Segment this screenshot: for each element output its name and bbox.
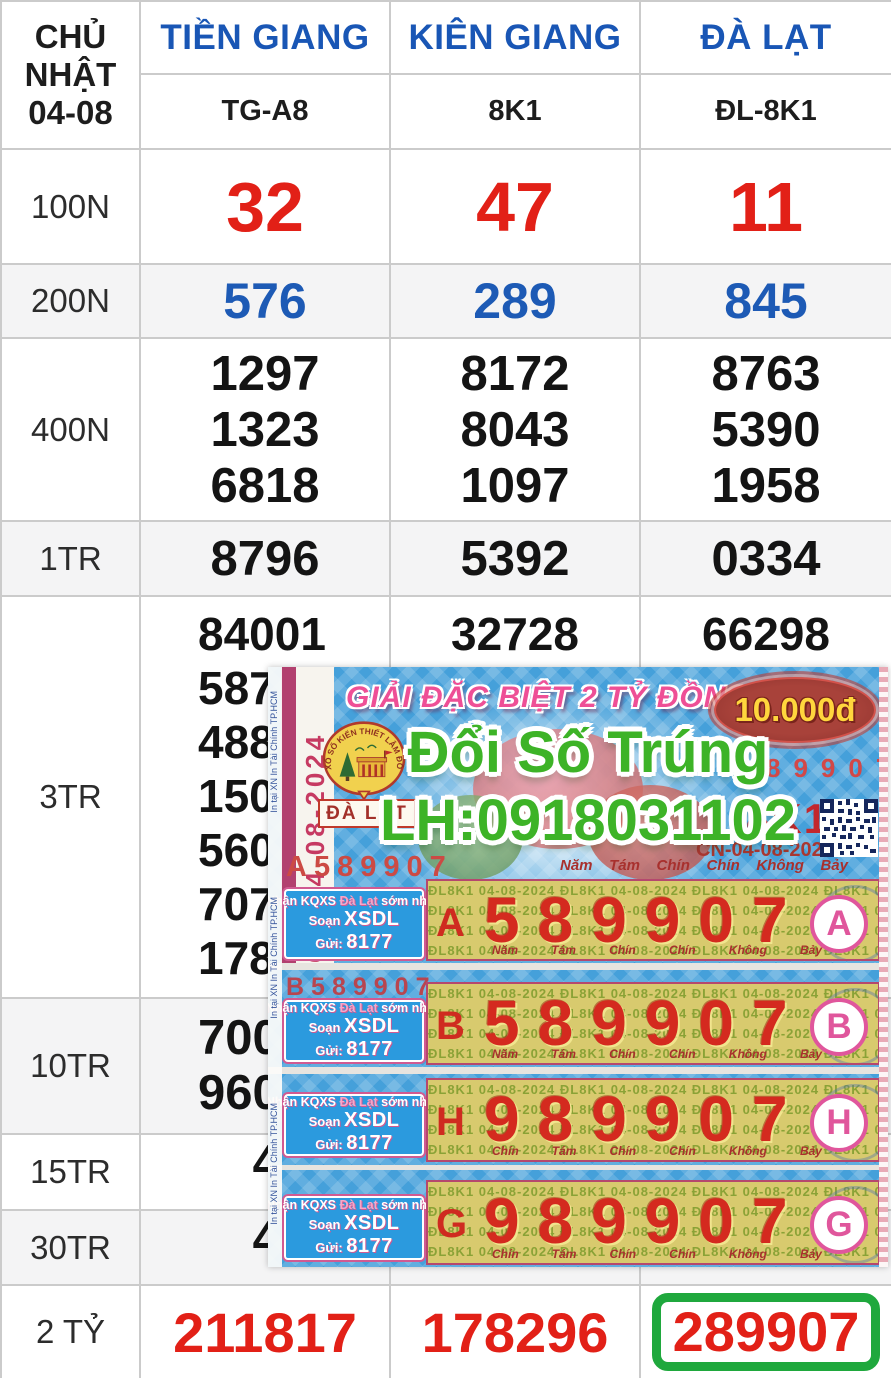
cell-label-10tr: 10TR: [2, 999, 141, 1135]
cell-1tr-kg: 5392: [391, 522, 641, 597]
cell-400n-tg: 1297 1323 6818: [141, 339, 391, 522]
cell-label-400n: 400N: [2, 339, 141, 522]
ticket-strip-g: Nhận KQXS Đà Lạt sớm nhất: Soạn XSDL Gửi…: [268, 1170, 888, 1267]
cell-date: CHỦ NHẬT 04-08: [2, 2, 141, 150]
cell-1tr-tg: 8796: [141, 522, 391, 597]
winning-number-highlight: 289907: [651, 1292, 881, 1372]
cell-2ty-tg: 211817: [141, 1286, 391, 1378]
logo-city-name: ĐÀ LẠT: [318, 799, 416, 828]
strip-letter-seal: B: [810, 998, 868, 1056]
cell-label-3tr: 3TR: [2, 597, 141, 999]
leaf-art: [418, 795, 523, 880]
ticket-right-decorative-edge: [879, 667, 888, 1267]
cell-2ty-dl: 289907: [641, 1286, 891, 1378]
cell-label-2ty: 2 TỶ: [2, 1286, 141, 1378]
ticket-serial-a: A589907: [286, 851, 453, 883]
cell-code-tg: TG-A8: [141, 75, 391, 150]
cell-400n-kg: 8172 8043 1097: [391, 339, 641, 522]
ticket-price-badge: 10.000đ: [714, 677, 876, 743]
cell-label-30tr: 30TR: [2, 1211, 141, 1286]
cell-200n-tg: 576: [141, 265, 391, 339]
digit-word-labels: Năm Tám Chín Chín Không Bảy: [560, 857, 848, 874]
ticket-title: GIẢI ĐẶC BIỆT 2 TỶ ĐỒNG: [346, 681, 751, 714]
cell-label-200n: 200N: [2, 265, 141, 339]
ticket-edge-print: In tại XN In Tài Chính TP.HCM In tại XN …: [268, 667, 282, 1267]
ticket-top-serial: 89907: [766, 753, 888, 783]
lottery-ticket-ad-overlay: In tại XN In Tài Chính TP.HCM In tại XN …: [268, 667, 888, 1267]
lottery-company-logo: XỔ SỐ KIẾN THIẾT LÂM ĐỒNG: [317, 714, 408, 801]
flag-icon: [385, 750, 393, 755]
cell-label-15tr: 15TR: [2, 1135, 141, 1211]
ticket-draw-date: CN-04-08-2024: [696, 839, 834, 861]
number-band-a: ĐL8K1 04-08-2024 ĐL8K1 04-08-2024 ĐL8K1 …: [426, 879, 880, 961]
draw-code: 8K1: [488, 95, 542, 127]
number-band-g: ĐL8K1 04-08-2024 ĐL8K1 04-08-2024 ĐL8K1 …: [426, 1180, 880, 1265]
province-name: KIÊN GIANG: [408, 17, 622, 57]
province-name: TIỀN GIANG: [160, 17, 370, 57]
sms-promo-box: Nhận KQXS Đà Lạt sớm nhất: Soạn XSDL Gửi…: [268, 1196, 442, 1260]
draw-code: ĐL-8K1: [715, 95, 817, 127]
ticket-strip-a: CN-04-08-2024 GIẢI ĐẶC BIỆT 2 TỶ ĐỒNG 10…: [268, 667, 888, 963]
cell-province-da-lat: ĐÀ LẠT: [641, 2, 891, 75]
cell-100n-tg: 32: [141, 150, 391, 265]
cell-200n-dl: 845: [641, 265, 891, 339]
draw-code: TG-A8: [221, 95, 309, 127]
cell-2ty-kg: 178296: [391, 1286, 641, 1378]
strip-letter-seal: H: [810, 1094, 868, 1152]
cell-province-tien-giang: TIỀN GIANG: [141, 2, 391, 75]
cell-200n-kg: 289: [391, 265, 641, 339]
draw-date-label: CHỦ NHẬT 04-08: [24, 18, 117, 131]
sms-promo-box: Nhận KQXS Đà Lạt sớm nhất: Soạn XSDL Gửi…: [268, 1094, 443, 1156]
ad-contact-title: Đổi Số Trúng: [407, 720, 769, 785]
ticket-strip-b: B589907 Nhận KQXS Đà Lạt sớm nhất: Soạn …: [268, 970, 888, 1067]
cell-1tr-dl: 0334: [641, 522, 891, 597]
ad-contact-phone: LH:0918031102: [380, 788, 796, 853]
number-band-b: ĐL8K1 04-08-2024 ĐL8K1 04-08-2024 ĐL8K1 …: [426, 982, 880, 1065]
cell-100n-dl: 11: [641, 150, 891, 265]
flower-art: [588, 785, 713, 880]
cell-100n-kg: 47: [391, 150, 641, 265]
province-name: ĐÀ LẠT: [700, 17, 832, 57]
cell-code-dl: ĐL-8K1: [641, 75, 891, 150]
number-band-h: ĐL8K1 04-08-2024 ĐL8K1 04-08-2024 ĐL8K1 …: [426, 1078, 880, 1162]
ticket-serial-b: B589907: [286, 973, 437, 1001]
sms-promo-box: Nhận KQXS Đà Lạt sớm nhất: Soạn XSDL Gửi…: [268, 1000, 443, 1062]
cell-label-1tr: 1TR: [2, 522, 141, 597]
cell-label-100n: 100N: [2, 150, 141, 265]
cell-province-kien-giang: KIÊN GIANG: [391, 2, 641, 75]
ticket-code: 8K1: [746, 795, 830, 842]
cell-400n-dl: 8763 5390 1958: [641, 339, 891, 522]
pine-tree-icon: [339, 752, 356, 777]
birds-icon: [354, 744, 377, 752]
qr-code: [820, 799, 878, 857]
ticket-strip-h: Nhận KQXS Đà Lạt sớm nhất: Soạn XSDL Gửi…: [268, 1074, 888, 1165]
strip-letter-seal: G: [810, 1196, 868, 1254]
cell-code-kg: 8K1: [391, 75, 641, 150]
sms-promo-box: Nhận KQXS Đà Lạt sớm nhất: Soạn XSDL Gửi…: [268, 889, 442, 959]
strip-letter-seal: A: [810, 895, 868, 953]
